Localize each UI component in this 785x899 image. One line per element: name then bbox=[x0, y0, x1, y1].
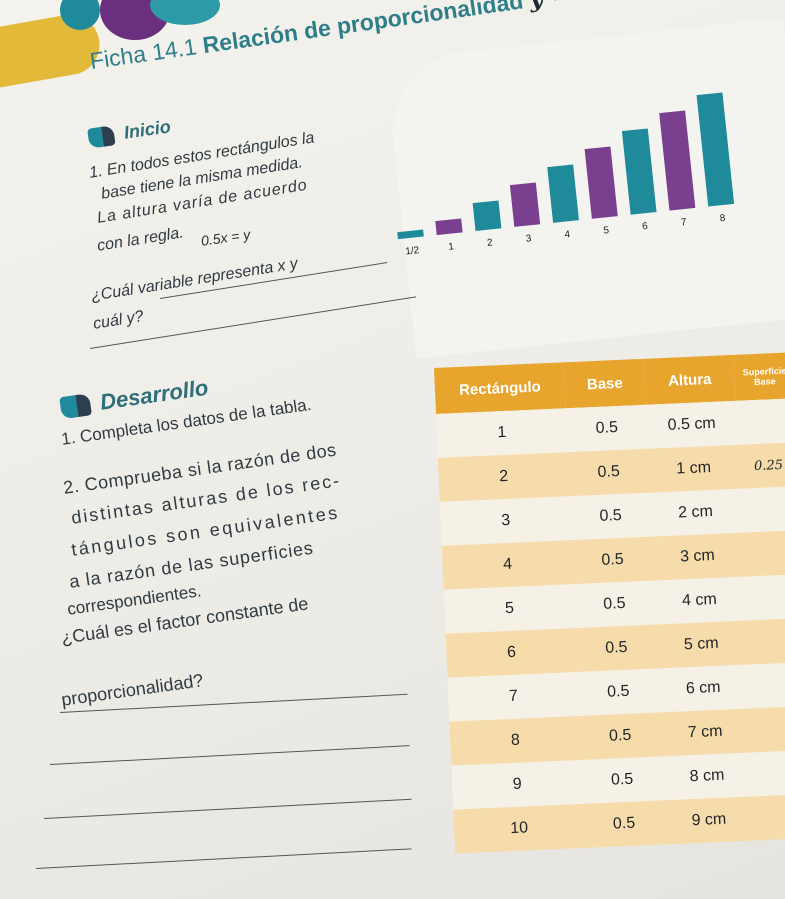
chart-group: 1/2 1 2 3 4 5 6 7 8 bbox=[397, 92, 735, 257]
chart-tick-label: 2 bbox=[487, 237, 494, 249]
chart-bar bbox=[696, 92, 735, 207]
inicio-question-2: cuál y? bbox=[92, 308, 145, 333]
chart-tick-label: 1 bbox=[448, 241, 455, 253]
cell-base[interactable]: 0.5 bbox=[567, 448, 650, 497]
chart-tick-label: 1/2 bbox=[405, 245, 420, 257]
cell-rectangulo[interactable]: 10 bbox=[453, 803, 586, 854]
cell-superficie[interactable] bbox=[739, 486, 785, 533]
cell-rectangulo[interactable]: 6 bbox=[445, 628, 578, 678]
header-superficie: Superficie Base bbox=[733, 352, 785, 401]
cell-rectangulo[interactable]: 1 bbox=[436, 408, 568, 458]
title-label: Ficha 14.1 bbox=[88, 33, 199, 75]
header-base: Base bbox=[563, 358, 646, 409]
chart-bar bbox=[584, 146, 618, 219]
cell-altura[interactable]: 2 cm bbox=[649, 488, 742, 537]
chart-tick-label: 3 bbox=[525, 233, 532, 245]
chart-tick-label: 5 bbox=[603, 225, 610, 237]
cell-rectangulo[interactable]: 7 bbox=[447, 672, 580, 722]
inicio-line-4: con la regla. bbox=[96, 224, 185, 255]
inicio-heading-text: Inicio bbox=[122, 116, 172, 143]
data-table: Rectángulo Base Altura Superficie Base 1… bbox=[434, 352, 785, 854]
chart-bar bbox=[397, 229, 424, 240]
cell-superficie[interactable] bbox=[735, 398, 785, 445]
answer-line-3 bbox=[43, 798, 412, 819]
cell-superficie[interactable] bbox=[749, 705, 785, 753]
cell-altura[interactable]: 9 cm bbox=[663, 796, 755, 845]
cell-base[interactable]: 0.5 bbox=[581, 756, 664, 804]
desarrollo-heading-text: Desarrollo bbox=[98, 374, 210, 415]
cell-altura[interactable]: 7 cm bbox=[659, 708, 752, 757]
cell-base[interactable]: 0.5 bbox=[583, 800, 665, 848]
chart-bar bbox=[472, 200, 502, 232]
cell-rectangulo[interactable]: 8 bbox=[449, 715, 582, 766]
cell-rectangulo[interactable]: 2 bbox=[437, 452, 570, 502]
cell-rectangulo[interactable]: 9 bbox=[451, 759, 584, 810]
chart-bar bbox=[509, 182, 541, 227]
chart-tick-label: 7 bbox=[680, 217, 687, 229]
chart-bar bbox=[659, 110, 696, 211]
section-icon-2 bbox=[59, 393, 92, 420]
cell-rectangulo[interactable]: 5 bbox=[443, 584, 576, 634]
cell-altura[interactable]: 5 cm bbox=[655, 620, 748, 669]
chart-tick-label: 6 bbox=[642, 221, 649, 233]
cell-base[interactable]: 0.5 bbox=[565, 404, 648, 453]
cell-superficie[interactable] bbox=[741, 530, 785, 577]
cell-base[interactable]: 0.5 bbox=[577, 668, 660, 716]
cell-altura[interactable]: 1 cm bbox=[647, 444, 740, 493]
section-icon bbox=[87, 124, 116, 149]
cell-rectangulo[interactable]: 3 bbox=[439, 496, 572, 546]
cell-altura[interactable]: 3 cm bbox=[651, 532, 744, 581]
cell-superficie[interactable]: 0.25 bbox=[737, 442, 785, 489]
chart-tick-label: 4 bbox=[564, 229, 571, 241]
cell-superficie[interactable] bbox=[751, 749, 785, 797]
cell-base[interactable]: 0.5 bbox=[573, 580, 656, 629]
chart-tick-label: 8 bbox=[719, 213, 726, 225]
cell-base[interactable]: 0.5 bbox=[575, 624, 658, 673]
answer-line-4 bbox=[35, 848, 412, 869]
cell-altura[interactable]: 4 cm bbox=[653, 576, 746, 625]
cell-superficie[interactable] bbox=[745, 618, 785, 665]
cell-base[interactable]: 0.5 bbox=[569, 492, 652, 541]
cell-superficie[interactable] bbox=[747, 662, 785, 709]
cell-altura[interactable]: 0.5 cm bbox=[645, 400, 738, 449]
header-rectangulo: Rectángulo bbox=[434, 362, 566, 414]
data-table-wrap: Rectángulo Base Altura Superficie Base 1… bbox=[434, 352, 785, 854]
cell-altura[interactable]: 8 cm bbox=[661, 752, 753, 801]
cell-superficie[interactable] bbox=[752, 793, 785, 841]
bar-chart: 1/2 1 2 3 4 5 6 7 8 bbox=[397, 92, 735, 257]
cell-rectangulo[interactable]: 4 bbox=[441, 540, 574, 590]
cell-base[interactable]: 0.5 bbox=[571, 536, 654, 585]
chart-bar bbox=[547, 164, 579, 223]
chart-bar bbox=[621, 128, 657, 215]
cell-altura[interactable]: 6 cm bbox=[657, 664, 750, 713]
table-body: 1 0.5 0.5 cm 2 0.5 1 cm 0.25 3 0.5 2 cm 4 0.5 3 cm 5 0… bbox=[436, 398, 785, 854]
inicio-rule: 0.5x = y bbox=[200, 226, 252, 249]
chart-bar bbox=[435, 218, 463, 236]
header-altura: Altura bbox=[643, 354, 736, 405]
inicio-heading: Inicio bbox=[87, 116, 172, 149]
title-formula: y = kx bbox=[527, 0, 612, 13]
cell-superficie[interactable] bbox=[743, 574, 785, 621]
cell-base[interactable]: 0.5 bbox=[579, 712, 662, 760]
answer-line-2 bbox=[49, 745, 410, 765]
